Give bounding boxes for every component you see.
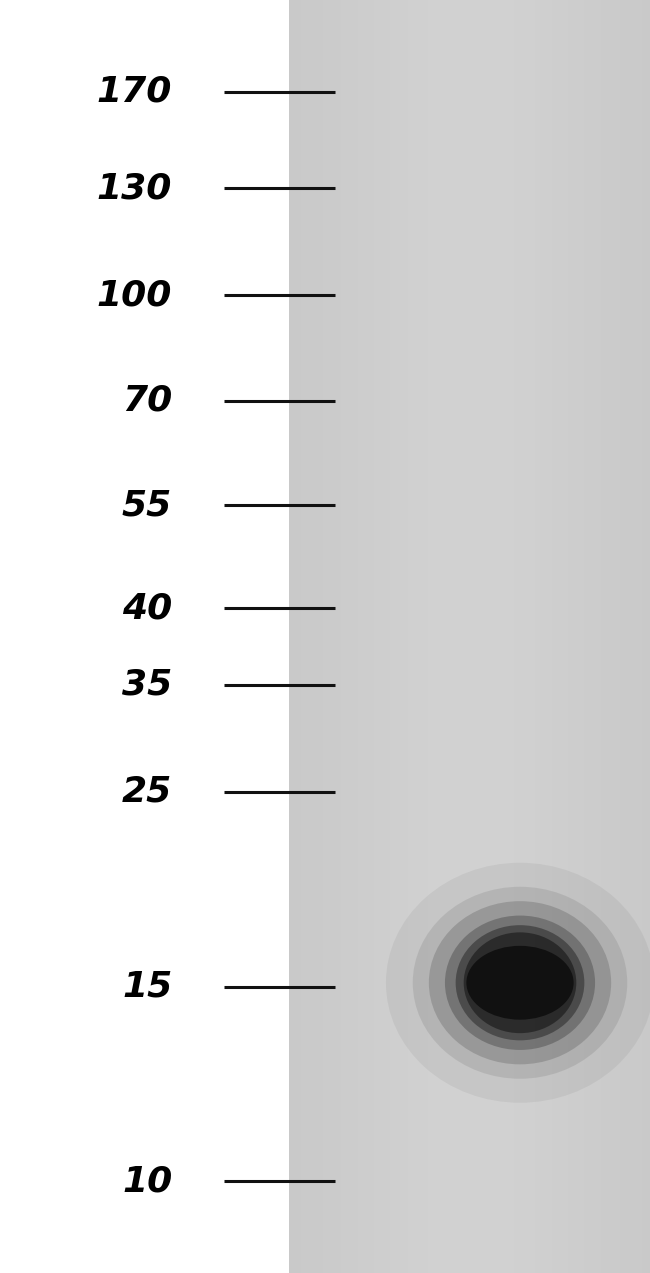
Text: 100: 100: [97, 279, 172, 312]
Ellipse shape: [413, 887, 627, 1078]
Text: 40: 40: [122, 592, 172, 625]
Text: 25: 25: [122, 775, 172, 808]
Ellipse shape: [386, 863, 650, 1102]
Ellipse shape: [463, 932, 577, 1034]
Ellipse shape: [467, 946, 573, 1020]
Text: 35: 35: [122, 668, 172, 701]
Ellipse shape: [429, 901, 611, 1064]
Text: 130: 130: [97, 172, 172, 205]
Bar: [289, 0, 650, 1273]
Text: 15: 15: [122, 970, 172, 1003]
Text: 10: 10: [122, 1165, 172, 1198]
Text: 70: 70: [122, 384, 172, 418]
Ellipse shape: [456, 925, 584, 1040]
Ellipse shape: [445, 915, 595, 1050]
Text: 170: 170: [97, 75, 172, 108]
Text: 55: 55: [122, 489, 172, 522]
